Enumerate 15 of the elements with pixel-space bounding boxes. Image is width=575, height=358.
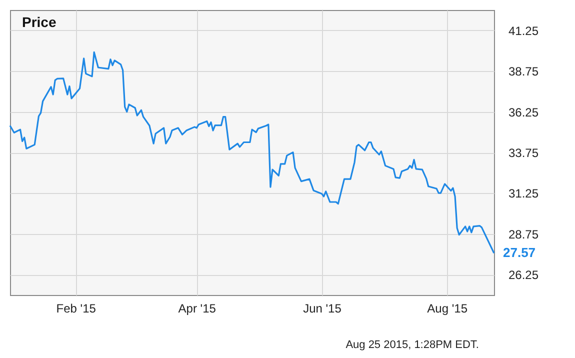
y-tick-label: 28.75 <box>508 227 539 242</box>
y-tick-label: 38.75 <box>508 64 539 79</box>
y-tick-label: 41.25 <box>508 24 539 38</box>
chart-title: Price <box>22 14 56 30</box>
x-tick-label: Apr '15 <box>178 302 216 316</box>
x-tick-label: Feb '15 <box>56 302 96 316</box>
text: Aug 25 2015, 1:28PM EDT. <box>346 339 479 351</box>
y-tick-label: 31.25 <box>508 186 539 201</box>
y-tick-label: 26.25 <box>508 268 539 282</box>
y-tick-label: 36.25 <box>508 105 539 120</box>
line-series <box>9 51 495 254</box>
y-tick-label: 33.75 <box>508 146 539 160</box>
annotation: 27.57 <box>503 245 536 260</box>
x-tick-label: Jun '15 <box>303 302 342 316</box>
x-tick-label: Aug '15 <box>427 302 468 316</box>
